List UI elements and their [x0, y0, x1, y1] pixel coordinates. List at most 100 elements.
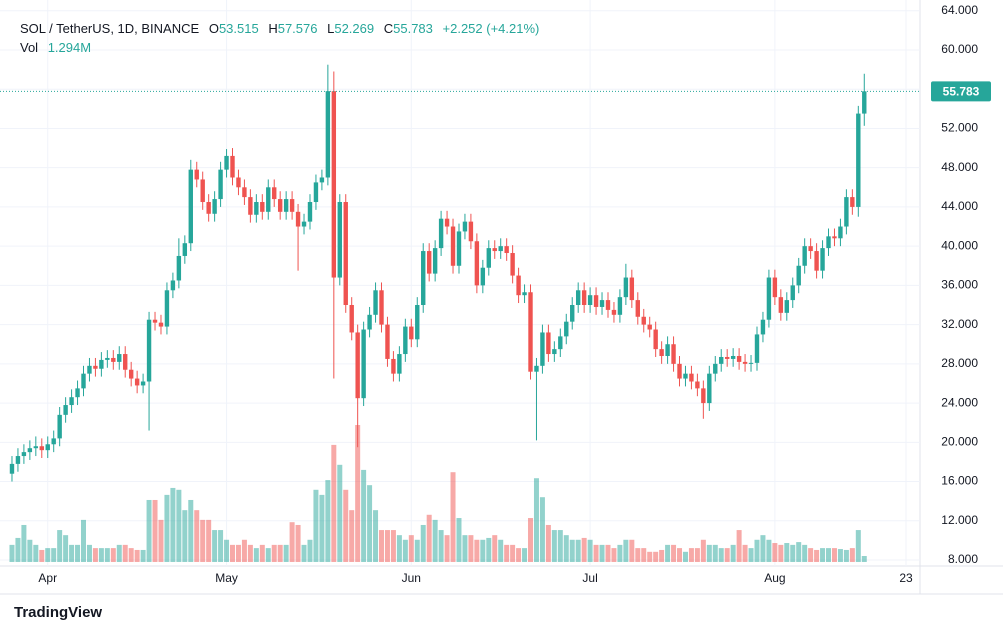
candle-body [844, 197, 849, 227]
candle-body [343, 202, 348, 305]
candle-body [194, 169, 199, 180]
candle-body [319, 177, 325, 183]
change-pct: (+4.21%) [486, 21, 540, 36]
last-price-label: 55.783 [943, 85, 980, 99]
volume-bar [390, 530, 396, 562]
volume-bar [289, 522, 295, 562]
volume-bar [706, 544, 712, 562]
candle-body [33, 446, 39, 449]
volume-bar [188, 499, 194, 562]
candle-body [277, 199, 283, 212]
volume-bar [98, 548, 104, 562]
volume-bar [152, 499, 158, 562]
candle-body [295, 211, 301, 227]
volume-bar [623, 539, 629, 562]
volume-bar [730, 544, 736, 562]
volume-bar [164, 494, 170, 562]
candle-body [754, 334, 760, 363]
candle-body [790, 285, 795, 301]
candle-body [307, 202, 313, 222]
candle-body [713, 363, 718, 374]
volume-bar [313, 489, 319, 562]
volume-bar [599, 544, 605, 562]
candle-body [385, 324, 390, 359]
candle-body [93, 365, 98, 369]
volume-bar [724, 548, 730, 562]
candle-body [164, 290, 170, 327]
candle-body [218, 169, 223, 200]
candle-body [426, 251, 432, 274]
candle-body [462, 221, 468, 232]
volume-bar [557, 530, 563, 562]
y-tick-label: 44.000 [941, 199, 978, 213]
x-tick-label: 23 [899, 571, 913, 585]
candle-body [468, 221, 474, 242]
y-tick-label: 20.000 [941, 434, 978, 448]
volume-bar [295, 524, 301, 562]
volume-bar [492, 535, 498, 562]
legend: SOL / TetherUS, 1D, BINANCE O53.515 H57.… [20, 19, 539, 57]
candle-body [838, 226, 843, 239]
candle-body [510, 253, 515, 276]
volume-bar [408, 535, 414, 562]
volume-bar [647, 551, 653, 562]
candle-body [665, 344, 670, 357]
symbol: SOL / TetherUS, 1D, BINANCE [20, 21, 200, 36]
volume-bar [432, 519, 438, 562]
candle-body [325, 91, 331, 178]
volume-bar [498, 539, 504, 562]
volume-bar [438, 530, 444, 562]
candle-body [540, 332, 545, 366]
volume-bar [688, 548, 694, 562]
candle-body [695, 381, 700, 389]
candle-body [349, 304, 354, 333]
y-tick-label: 28.000 [941, 356, 978, 370]
volume-bar [176, 489, 182, 562]
candle-body [456, 231, 462, 266]
volume-bar [259, 544, 265, 562]
y-tick-label: 64.000 [941, 3, 978, 17]
candle-body [152, 319, 158, 323]
x-tick-label: May [215, 571, 238, 585]
volume-bar [814, 549, 820, 562]
volume-bar [45, 548, 51, 562]
volume-bar [468, 535, 474, 562]
candle-body [438, 218, 444, 249]
volume-bar [665, 544, 671, 562]
volume-bar [760, 535, 766, 562]
volume-bar [456, 518, 462, 562]
candle-body [146, 319, 152, 382]
candle-body [182, 243, 188, 256]
candle-body [75, 388, 80, 398]
volume-bar [641, 548, 647, 562]
candle-body [581, 290, 587, 305]
candle-body [105, 357, 110, 360]
candle-body [236, 177, 241, 188]
volume-bar [51, 548, 57, 562]
volume-bar [379, 530, 385, 562]
change: +2.252 [442, 21, 483, 36]
candle-body [51, 438, 56, 445]
y-tick-label: 48.000 [941, 160, 978, 174]
candle-body [117, 354, 122, 362]
volume-bar [545, 524, 551, 562]
volume-bar [754, 539, 760, 562]
volume-bar [748, 548, 754, 562]
volume-bar [247, 544, 253, 562]
candle-body [647, 324, 652, 330]
volume-bar [831, 548, 837, 562]
volume-bar [230, 544, 236, 562]
y-tick-label: 32.000 [941, 317, 978, 331]
volume-bar [551, 530, 557, 562]
candle-body [230, 155, 235, 178]
candle-body [617, 297, 623, 315]
candle-body [474, 241, 480, 286]
volume-bar [778, 544, 784, 562]
volume-bar [504, 544, 510, 562]
candle-body [289, 199, 295, 212]
candle-body [611, 309, 617, 315]
candle-body [99, 359, 104, 369]
high-key: H [268, 21, 278, 36]
close-value: 55.783 [393, 21, 433, 36]
candle-body [373, 290, 378, 315]
